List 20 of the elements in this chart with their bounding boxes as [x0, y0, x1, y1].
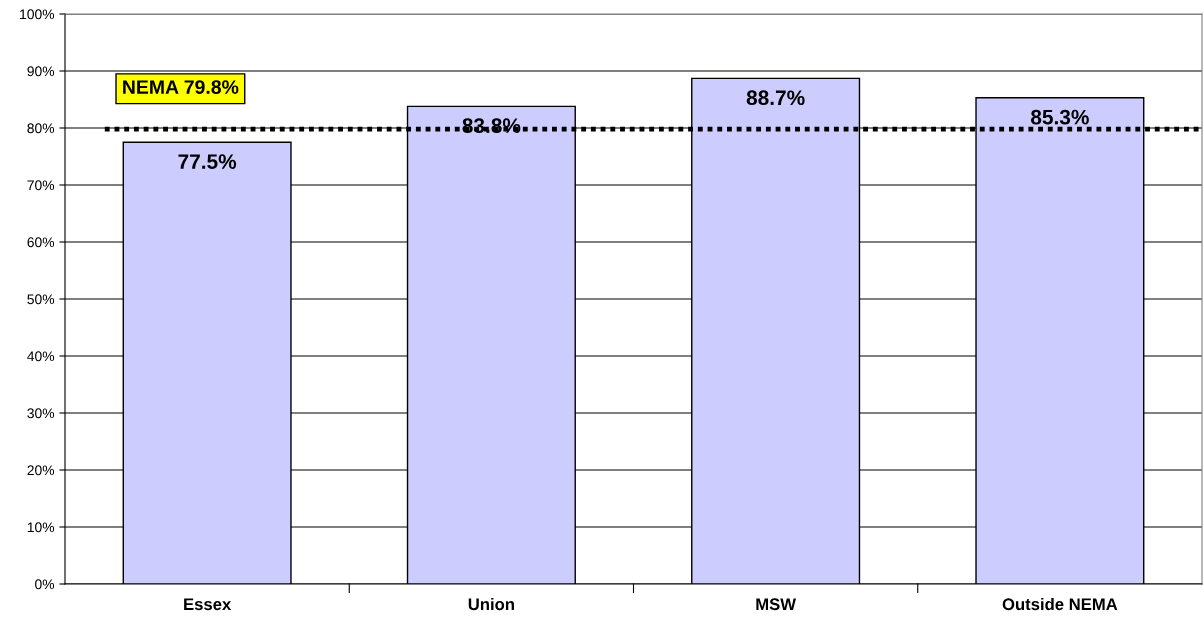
data-label: 77.5% — [178, 154, 237, 169]
y-tick-label: 100% — [20, 9, 55, 20]
data-label: 88.7% — [746, 90, 805, 106]
x-tick-label: MSW — [756, 598, 796, 611]
y-tick-label: 90% — [27, 66, 55, 77]
data-label: 85.3% — [1031, 109, 1089, 125]
x-tick-label: Essex — [184, 598, 232, 611]
y-tick-label: 40% — [27, 351, 55, 362]
data-label: 83.8% — [462, 118, 521, 134]
y-tick-label: 10% — [27, 522, 55, 533]
y-tick-label: 20% — [27, 465, 55, 476]
y-tick-label: 30% — [27, 408, 55, 419]
x-tick-label: Outside NEMA — [1002, 597, 1118, 611]
y-tick-label: 50% — [27, 294, 55, 305]
y-tick-label: 80% — [27, 123, 55, 134]
ref-line-label: NEMA 79.8% — [123, 80, 239, 94]
y-tick-label: 0% — [35, 579, 55, 590]
y-tick-label: 60% — [27, 237, 55, 248]
y-tick-label: 70% — [27, 180, 55, 191]
x-tick-label: Union — [468, 597, 514, 611]
